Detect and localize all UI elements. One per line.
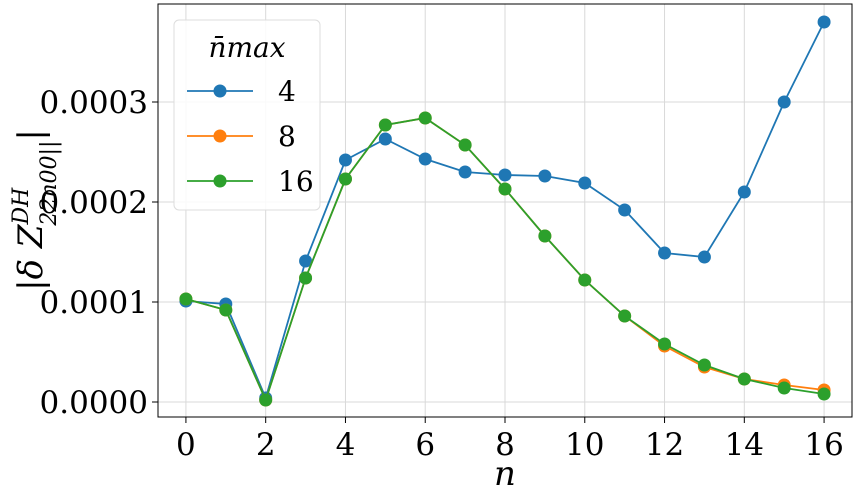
legend-title: n̄max <box>208 31 285 64</box>
legend-entry-16: 16 <box>187 165 314 198</box>
data-point <box>259 393 273 407</box>
series-16 <box>179 111 831 407</box>
data-point <box>299 271 313 285</box>
legend: n̄max 4 8 16 <box>173 19 321 211</box>
data-point <box>618 203 632 217</box>
data-point <box>418 111 432 125</box>
data-point <box>817 387 831 401</box>
data-point <box>418 152 432 166</box>
data-point <box>179 292 193 306</box>
data-point <box>737 185 751 199</box>
data-point <box>817 15 831 29</box>
legend-label: 4 <box>278 75 296 108</box>
series-layer <box>179 15 831 407</box>
y-axis-label: |δ ZDH 22n00||| <box>9 129 62 291</box>
y-axis-label-sub: 22n00|| <box>37 141 62 227</box>
x-tick-label: 4 <box>336 427 356 463</box>
data-point <box>697 250 711 264</box>
data-point <box>697 358 711 372</box>
legend-entries: 4 8 16 <box>187 75 314 198</box>
legend-label: 16 <box>278 165 314 198</box>
legend-marker <box>213 174 227 188</box>
data-point <box>658 246 672 260</box>
data-point <box>458 165 472 179</box>
data-point <box>777 95 791 109</box>
data-point <box>338 172 352 186</box>
x-tick-label: 10 <box>565 427 604 463</box>
data-point <box>498 168 512 182</box>
y-tick-label: 0.0001 <box>40 285 148 321</box>
data-point <box>219 303 233 317</box>
x-axis-label: n <box>494 454 516 494</box>
data-point <box>658 337 672 351</box>
axes: 0 2 4 6 8 10 12 14 16 0.0000 0.0001 0.0002 0.0003 <box>40 85 844 463</box>
x-tick-label: 16 <box>804 427 843 463</box>
legend-entry-8: 8 <box>187 120 296 153</box>
data-point <box>578 273 592 287</box>
x-tick-label: 2 <box>256 427 276 463</box>
x-tick-label: 6 <box>415 427 435 463</box>
y-axis-label-base: |δ Z <box>11 223 51 291</box>
data-point <box>378 118 392 132</box>
x-tick-label: 14 <box>725 427 764 463</box>
data-point <box>498 182 512 196</box>
data-point <box>578 176 592 190</box>
data-point <box>737 372 751 386</box>
data-point <box>538 229 552 243</box>
legend-label: 8 <box>278 120 296 153</box>
legend-marker <box>213 84 227 98</box>
legend-marker <box>213 129 227 143</box>
x-tick-label: 8 <box>495 427 515 463</box>
y-axis-label-sup: DH <box>9 187 34 226</box>
legend-box <box>173 19 321 211</box>
y-axis-label-close: | <box>11 129 51 140</box>
x-tick-label: 12 <box>645 427 684 463</box>
data-point <box>777 381 791 395</box>
y-tick-label: 0.0002 <box>40 185 148 221</box>
data-point <box>338 153 352 167</box>
data-point <box>458 138 472 152</box>
data-point <box>618 309 632 323</box>
y-tick-label: 0.0003 <box>40 85 148 121</box>
data-point <box>378 132 392 146</box>
data-point <box>299 254 313 268</box>
legend-entry-4: 4 <box>187 75 296 108</box>
x-tick-label: 0 <box>176 427 196 463</box>
data-point <box>538 169 552 183</box>
y-tick-label: 0.0000 <box>40 385 148 421</box>
